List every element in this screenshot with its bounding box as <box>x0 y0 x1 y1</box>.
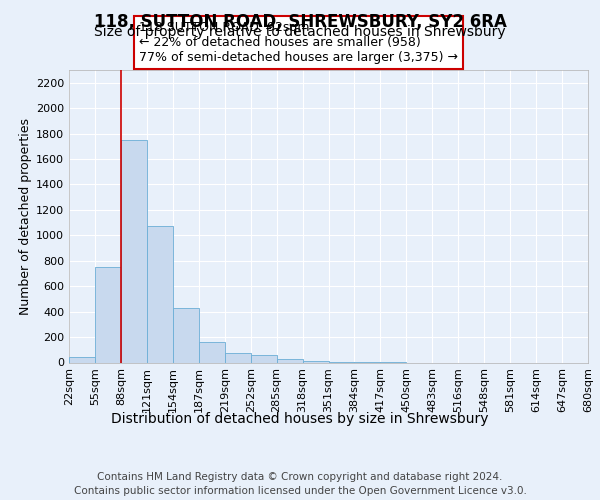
Text: Contains public sector information licensed under the Open Government Licence v3: Contains public sector information licen… <box>74 486 526 496</box>
Bar <box>121 140 147 362</box>
Bar <box>277 358 302 362</box>
Text: Contains HM Land Registry data © Crown copyright and database right 2024.: Contains HM Land Registry data © Crown c… <box>97 472 503 482</box>
Bar <box>251 355 277 362</box>
Text: Distribution of detached houses by size in Shrewsbury: Distribution of detached houses by size … <box>111 412 489 426</box>
Text: 118 SUTTON ROAD: 92sqm
← 22% of detached houses are smaller (958)
77% of semi-de: 118 SUTTON ROAD: 92sqm ← 22% of detached… <box>139 21 458 64</box>
Bar <box>69 358 95 362</box>
Bar <box>199 342 224 362</box>
Text: 118, SUTTON ROAD, SHREWSBURY, SY2 6RA: 118, SUTTON ROAD, SHREWSBURY, SY2 6RA <box>94 12 506 30</box>
Y-axis label: Number of detached properties: Number of detached properties <box>19 118 32 315</box>
Bar <box>173 308 199 362</box>
Bar <box>95 267 121 362</box>
Bar <box>224 353 251 362</box>
Bar <box>147 226 173 362</box>
Bar <box>302 361 329 362</box>
Text: Size of property relative to detached houses in Shrewsbury: Size of property relative to detached ho… <box>94 25 506 39</box>
